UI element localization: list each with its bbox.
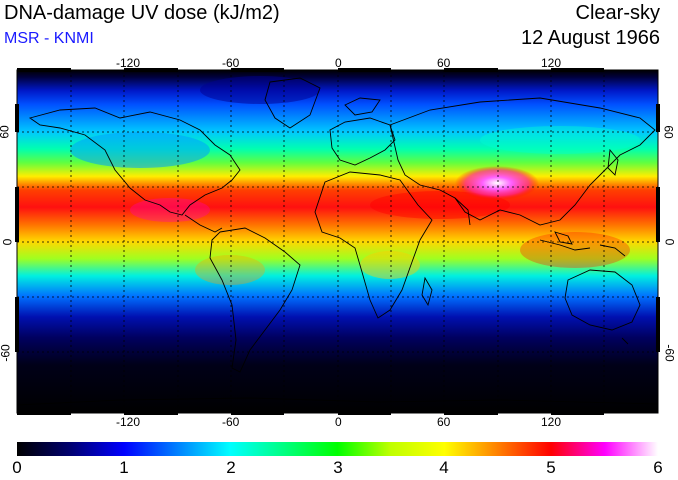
colorbar-label: 2 [226,458,236,477]
colorbar [17,442,658,456]
lon-tick-top: 0 [335,56,342,70]
colorbar-label: 1 [119,458,129,477]
date-label: 12 August 1966 [520,27,660,49]
sky-condition-label: Clear-sky [575,2,660,24]
lat-tick-right: -60 [662,344,677,362]
lon-tick-bottom: 60 [437,415,451,429]
colorbar-label: 5 [546,458,556,477]
lon-tick-top: 120 [541,56,562,70]
graticule [17,70,658,413]
map-title: DNA-damage UV dose (kJ/m2) [4,2,280,24]
lon-tick-top: 60 [437,56,451,70]
lon-tick-top: -60 [222,56,240,70]
lon-tick-bottom: 0 [335,415,342,429]
colorbar-label: 0 [12,458,22,477]
colorbar-label: 4 [439,458,449,477]
lon-tick-top: -120 [116,56,141,70]
coastlines [17,77,658,406]
lat-tick-right: 0 [662,238,677,246]
lon-tick-bottom: -120 [116,415,141,429]
lon-tick-bottom: 120 [541,415,562,429]
lon-tick-bottom: -60 [222,415,240,429]
colorbar-label: 6 [653,458,663,477]
lat-tick-left: 60 [0,125,12,139]
lat-tick-left: 0 [0,238,15,246]
colorbar-label: 3 [333,458,343,477]
credit-label: MSR - KNMI [4,30,94,47]
lat-tick-left: -60 [0,344,13,362]
tibet-uv-maximum [455,166,539,200]
lat-tick-right: 60 [661,125,676,139]
frame-scale-bar [15,68,660,415]
